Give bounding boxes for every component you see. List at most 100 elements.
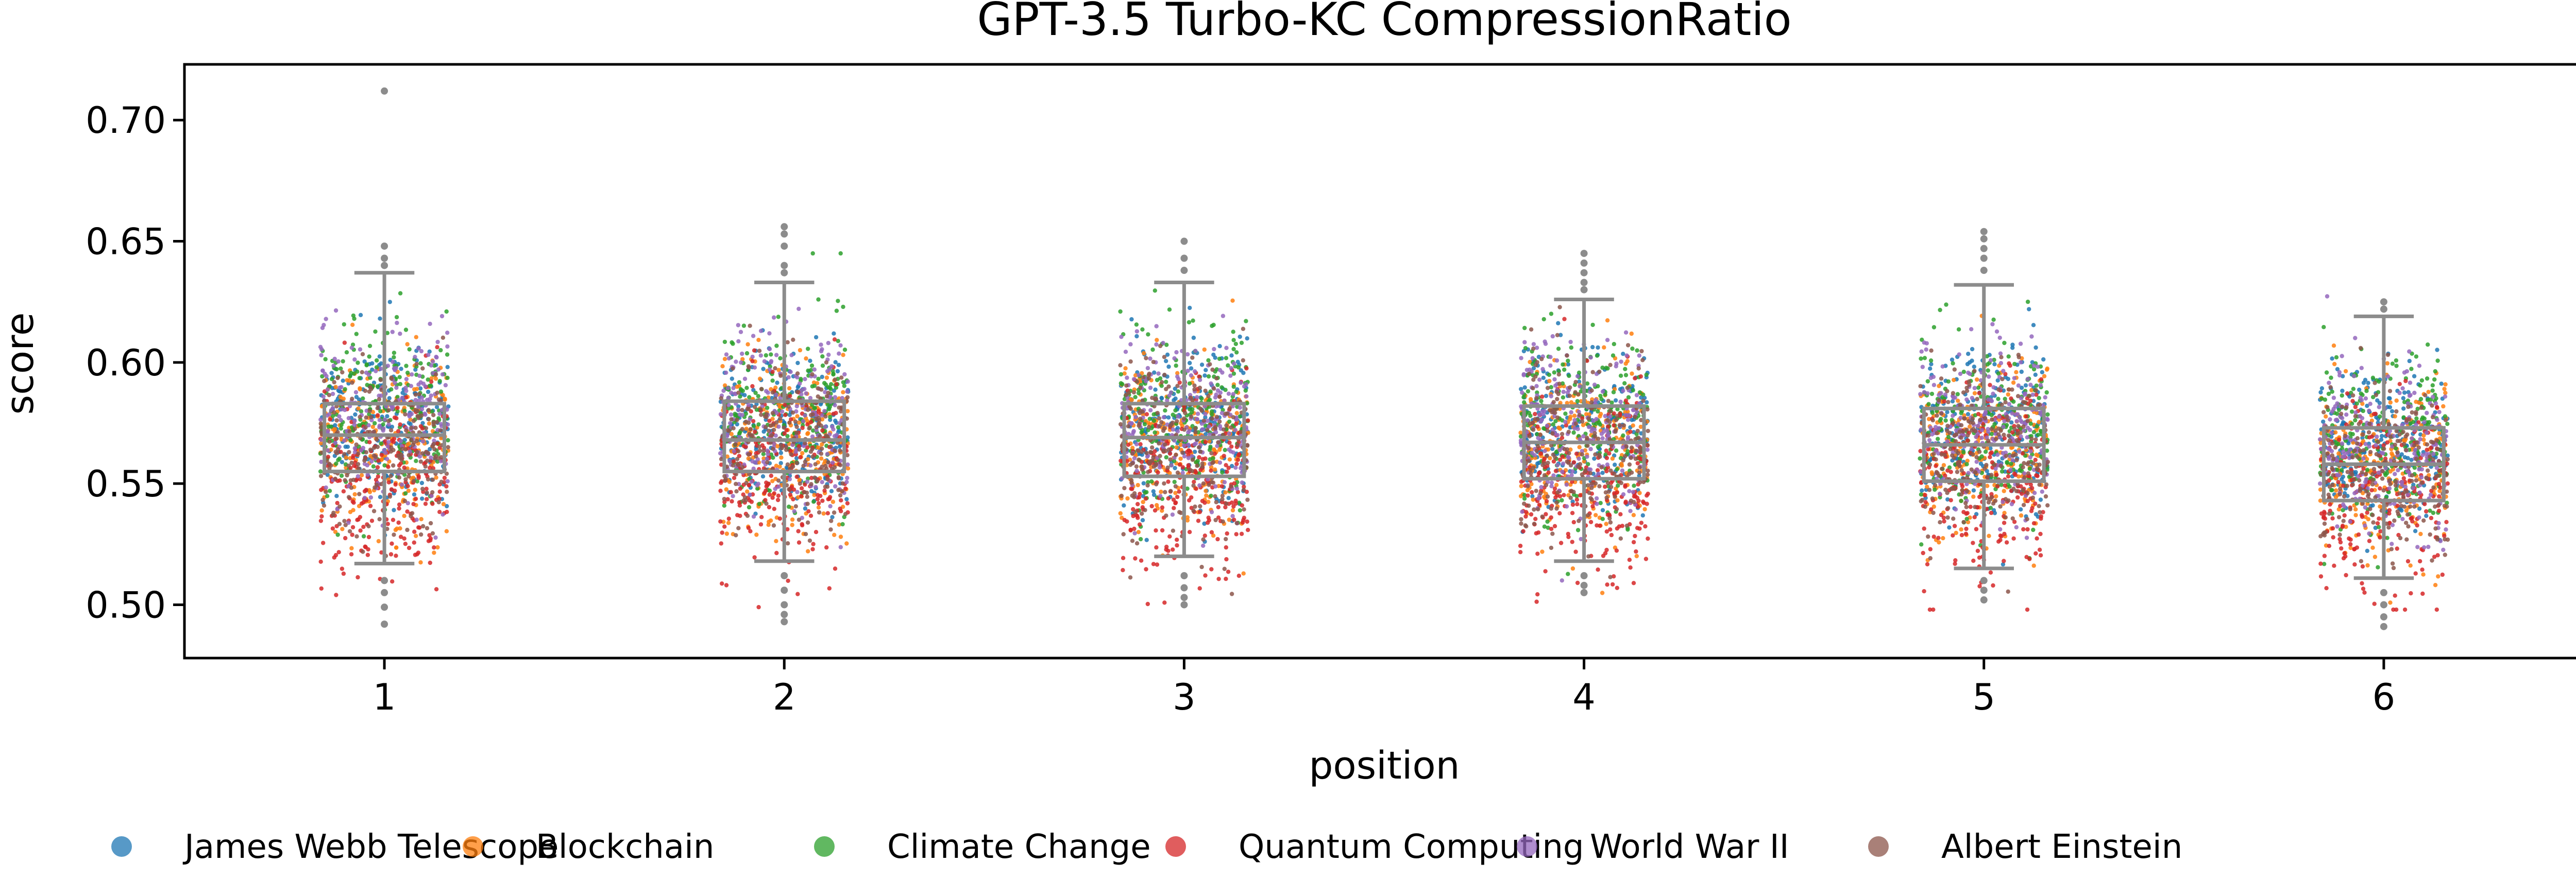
data-point <box>403 395 409 400</box>
data-point <box>803 459 808 464</box>
data-point <box>352 357 357 362</box>
data-point <box>375 465 380 470</box>
data-point <box>395 409 400 414</box>
data-point <box>785 340 790 344</box>
data-point <box>836 476 841 480</box>
data-point <box>1568 415 1573 419</box>
data-point <box>419 349 424 354</box>
data-point <box>824 360 829 365</box>
data-point <box>1151 418 1156 423</box>
data-point <box>1128 359 1133 364</box>
data-point <box>750 354 755 359</box>
data-point <box>815 479 820 484</box>
data-point <box>377 354 382 359</box>
data-point <box>413 425 418 430</box>
data-point <box>318 421 323 426</box>
data-point <box>1137 422 1142 426</box>
data-point <box>1605 318 1610 323</box>
data-point <box>841 304 845 309</box>
data-point <box>1158 460 1163 464</box>
data-point <box>798 381 802 386</box>
data-point <box>1178 442 1183 447</box>
data-point <box>1121 532 1126 537</box>
data-point <box>1182 404 1187 409</box>
data-point <box>435 339 440 344</box>
data-point <box>1554 482 1559 487</box>
data-point <box>773 366 777 371</box>
data-point <box>367 354 371 359</box>
data-point <box>393 527 398 532</box>
data-point <box>1163 442 1167 447</box>
data-point <box>332 427 337 432</box>
data-point <box>318 425 324 430</box>
data-point <box>1201 543 1206 548</box>
data-point <box>1533 516 1538 521</box>
data-point <box>1637 491 1642 495</box>
data-point <box>417 454 422 459</box>
data-point <box>1192 369 1197 374</box>
data-point <box>318 474 324 478</box>
data-point <box>1185 515 1190 520</box>
data-point <box>1570 502 1575 507</box>
data-point <box>419 413 424 418</box>
data-point <box>378 495 383 499</box>
data-point <box>440 335 446 340</box>
data-point <box>355 474 360 479</box>
data-point <box>358 528 363 533</box>
data-point <box>832 532 837 538</box>
data-point <box>736 449 741 454</box>
data-point <box>1575 528 1581 532</box>
data-point <box>1158 454 1162 458</box>
data-point <box>1172 506 1176 510</box>
data-point <box>1552 370 1556 375</box>
data-point <box>1215 388 1221 393</box>
data-point <box>1239 381 1243 385</box>
data-point <box>1570 469 1575 474</box>
data-point <box>1187 320 1192 324</box>
data-point <box>1536 530 1541 535</box>
data-point <box>343 478 347 482</box>
data-point <box>417 373 422 378</box>
data-point <box>1535 551 1540 556</box>
data-point <box>1150 347 1155 352</box>
data-point <box>722 339 727 344</box>
data-point <box>1635 348 1639 353</box>
data-point <box>394 366 398 370</box>
data-point <box>320 325 325 330</box>
data-point <box>819 387 824 392</box>
data-point <box>764 501 769 506</box>
data-point <box>394 554 398 558</box>
data-point <box>1598 523 1602 528</box>
data-point <box>838 545 843 549</box>
data-point <box>770 479 775 484</box>
data-point <box>826 390 831 395</box>
data-point <box>1162 355 1167 359</box>
data-point <box>1153 288 1157 293</box>
data-point <box>1562 367 1567 372</box>
data-point <box>1151 492 1157 497</box>
data-point <box>1540 549 1545 554</box>
data-point <box>808 395 813 401</box>
data-point <box>1135 513 1140 519</box>
data-point <box>337 522 342 526</box>
data-point <box>1600 591 1605 595</box>
data-point <box>366 524 371 529</box>
data-point <box>796 540 802 545</box>
data-point <box>1625 359 1630 364</box>
data-point <box>1130 461 1135 465</box>
data-point <box>792 509 796 514</box>
data-point <box>335 532 340 537</box>
data-point <box>1148 408 1153 412</box>
data-point <box>774 410 779 416</box>
data-point <box>1598 414 1602 419</box>
data-point <box>399 457 404 462</box>
data-point <box>1173 396 1178 401</box>
data-point <box>349 346 354 350</box>
data-point <box>1637 526 1642 531</box>
data-point <box>725 428 730 433</box>
data-point <box>335 501 340 506</box>
data-point <box>729 390 734 395</box>
data-point <box>770 411 775 416</box>
data-point <box>811 428 816 433</box>
data-point <box>794 474 799 479</box>
